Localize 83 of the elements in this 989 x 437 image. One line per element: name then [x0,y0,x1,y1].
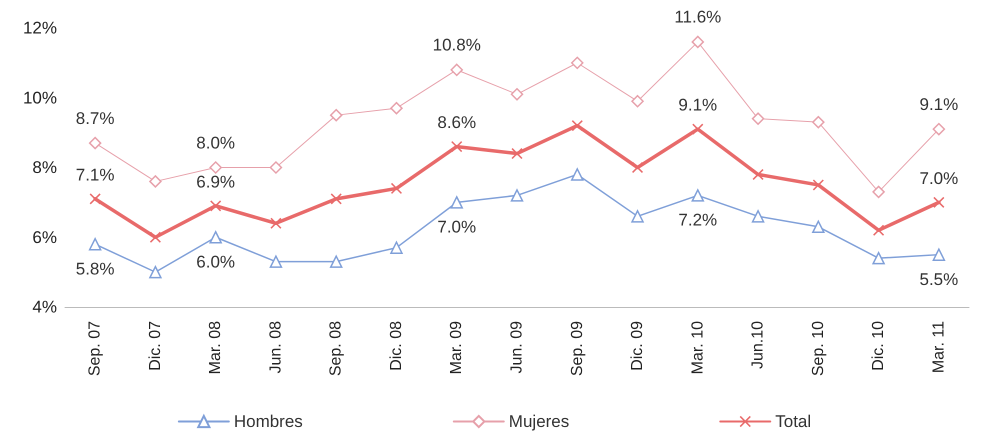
point [390,241,403,254]
data-label: 9.1% [678,96,718,115]
point [330,255,342,268]
x-tick-label: Jun. 08 [267,320,284,374]
point [812,179,824,190]
data-label: 7.0% [437,218,476,237]
point [692,124,704,135]
point [932,248,946,261]
data-label: 8.6% [437,113,476,132]
legend-label: Mujeres [508,412,570,431]
point [752,168,764,180]
y-tick-label: 4% [32,298,57,316]
x-tick-label: Dic. 10 [870,320,888,371]
y-tick-label: 8% [32,158,57,177]
data-label: 8.0% [196,133,236,152]
point [512,148,522,160]
point [873,224,884,236]
point [149,175,162,188]
point [450,64,463,76]
x-tick-label: Sep. 07 [86,320,104,376]
data-label: 11.6% [674,8,722,27]
point [812,220,825,234]
x-tick-label: Jun.10 [750,320,767,370]
data-label: 7.1% [76,165,115,184]
data-label: 7.0% [919,168,958,188]
x-tick-label: Mar. 08 [207,320,224,374]
legend-label: Total [775,412,812,431]
data-label: 10.8% [432,36,481,55]
point [390,182,402,194]
point [330,108,342,122]
point [270,255,282,268]
point [631,94,644,108]
point [209,161,222,174]
point [270,161,282,174]
point [450,196,463,209]
point [932,122,946,136]
data-label: 7.2% [678,210,718,230]
data-label: 6.9% [196,172,236,192]
x-tick-label: Jun. 09 [508,320,526,374]
point [812,116,825,128]
point [510,189,524,202]
data-label: 9.1% [919,94,958,114]
data-label: 8.7% [76,108,115,128]
point [933,196,944,208]
y-tick-label: 6% [32,228,57,247]
point [872,186,885,198]
data-label: 5.5% [919,270,958,289]
point [88,238,102,250]
point [571,56,584,70]
point [209,231,222,244]
point [210,200,222,212]
point [692,36,704,48]
point [752,112,764,125]
x-tick-label: Mar. 11 [930,320,948,374]
data-label: 5.8% [76,259,115,278]
point [752,210,764,223]
legend-label: Hombres [234,412,303,431]
x-tick-label: Sep. 09 [568,320,586,376]
point [90,193,101,204]
point [390,102,403,114]
point [330,193,342,204]
point [872,252,885,264]
point [510,88,524,101]
point [632,162,644,173]
x-tick-label: Mar. 09 [448,320,466,374]
point [149,266,162,278]
y-tick-label: 10% [22,88,57,108]
point [572,120,583,132]
point [88,136,102,150]
x-tick-label: Dic. 09 [629,320,646,371]
point [631,210,644,223]
x-tick-label: Sep. 10 [810,320,827,376]
x-tick-label: Sep. 08 [328,320,345,376]
point [571,168,584,181]
point [692,189,704,202]
y-tick-label: 12% [22,18,57,38]
x-tick-label: Mar. 10 [689,320,706,374]
point [451,141,462,152]
x-tick-label: Dic. 07 [146,320,164,371]
x-tick-label: Dic. 08 [388,320,405,371]
point [150,232,161,243]
data-label: 6.0% [196,252,236,272]
point [270,218,282,229]
